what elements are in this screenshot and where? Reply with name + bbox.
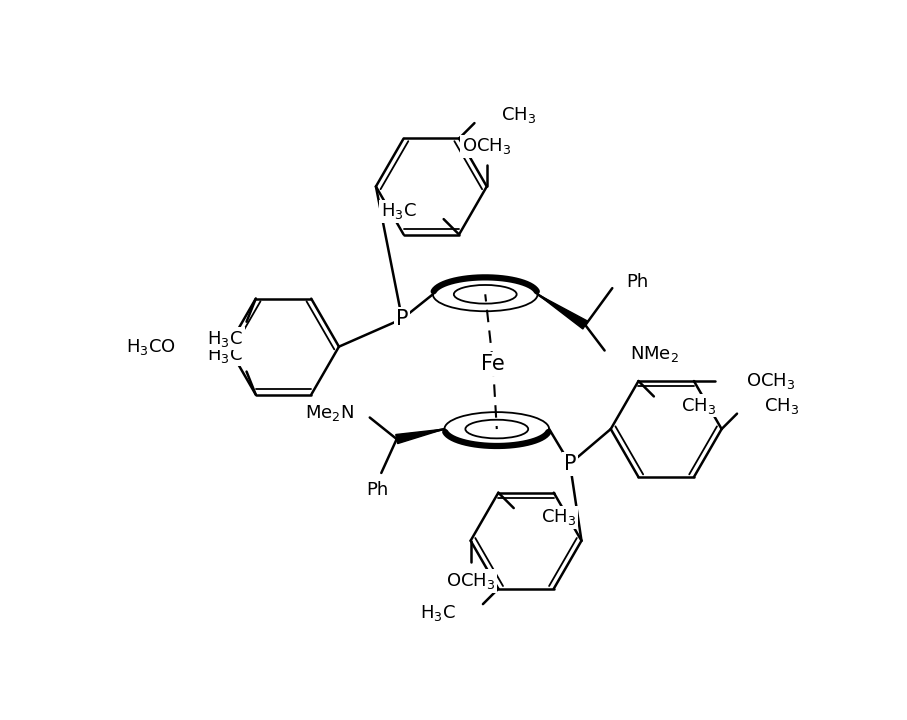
Text: Me$_2$N: Me$_2$N [306, 403, 355, 423]
Text: Ph: Ph [366, 481, 388, 499]
Text: Ph: Ph [626, 273, 649, 291]
Text: CH$_3$: CH$_3$ [541, 508, 576, 527]
Text: H$_3$C: H$_3$C [207, 329, 243, 348]
Text: CH$_3$: CH$_3$ [502, 105, 537, 125]
Text: P: P [563, 454, 576, 474]
Text: OCH$_3$: OCH$_3$ [462, 137, 512, 156]
Text: P: P [395, 309, 408, 329]
Text: H$_3$C: H$_3$C [420, 603, 456, 624]
Text: H$_3$CO: H$_3$CO [126, 337, 176, 356]
Polygon shape [538, 294, 588, 329]
Text: CH$_3$: CH$_3$ [764, 396, 799, 416]
Text: H$_3$C: H$_3$C [381, 202, 416, 222]
Text: Fe: Fe [481, 354, 505, 374]
Polygon shape [395, 429, 444, 444]
Text: NMe$_2$: NMe$_2$ [630, 344, 679, 364]
Text: H$_3$C: H$_3$C [207, 345, 243, 364]
Text: CH$_3$: CH$_3$ [681, 396, 716, 415]
Text: OCH$_3$: OCH$_3$ [746, 371, 795, 391]
Text: OCH$_3$: OCH$_3$ [446, 571, 495, 590]
